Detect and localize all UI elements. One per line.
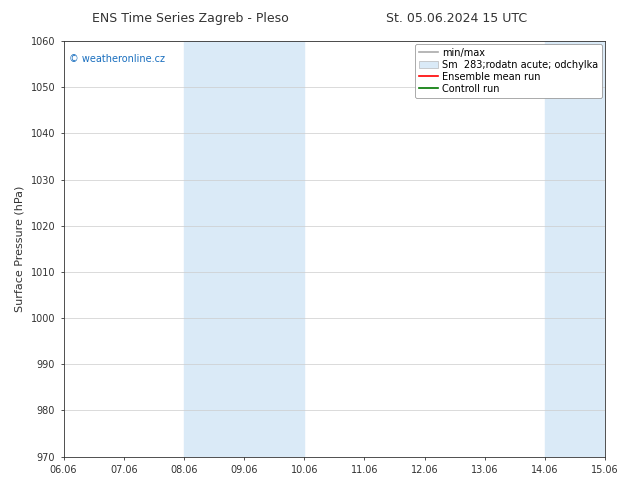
Text: ENS Time Series Zagreb - Pleso: ENS Time Series Zagreb - Pleso	[92, 12, 288, 25]
Bar	[545, 41, 605, 457]
Legend: min/max, Sm  283;rodatn acute; odchylka, Ensemble mean run, Controll run: min/max, Sm 283;rodatn acute; odchylka, …	[415, 44, 602, 98]
Text: © weatheronline.cz: © weatheronline.cz	[69, 53, 165, 64]
Text: St. 05.06.2024 15 UTC: St. 05.06.2024 15 UTC	[386, 12, 527, 25]
Bar	[184, 41, 304, 457]
Y-axis label: Surface Pressure (hPa): Surface Pressure (hPa)	[15, 186, 25, 312]
